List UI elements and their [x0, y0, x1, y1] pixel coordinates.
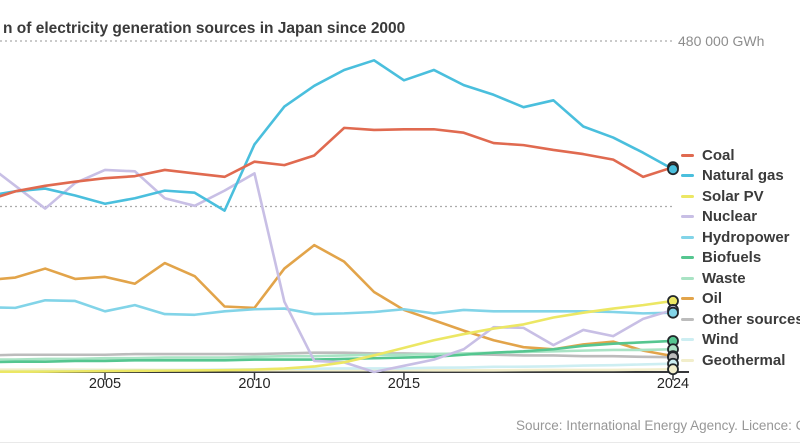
- legend-label-geothermal: Geothermal: [702, 351, 786, 369]
- legend-item-natural-gas[interactable]: Natural gas: [681, 166, 800, 187]
- x-tick-label-2015: 2015: [387, 376, 421, 392]
- legend-swatch-coal: [681, 153, 694, 157]
- series-endpoint-natural-gas: [667, 163, 679, 176]
- series-line-waste: [0, 347, 675, 361]
- legend-item-oil[interactable]: Oil: [681, 289, 800, 310]
- series-endpoint-geothermal: [667, 363, 679, 376]
- legend-item-biofuels[interactable]: Biofuels: [681, 248, 800, 269]
- legend-swatch-hydropower: [681, 235, 694, 239]
- legend-item-other-sources[interactable]: Other sources: [681, 309, 800, 330]
- series-line-other-sources: [0, 351, 675, 359]
- legend-label-wind: Wind: [702, 331, 739, 349]
- legend-item-nuclear[interactable]: Nuclear: [681, 207, 800, 228]
- legend-item-geothermal[interactable]: Geothermal: [681, 350, 800, 371]
- legend-swatch-wind: [681, 338, 694, 342]
- legend-item-coal[interactable]: Coal: [681, 145, 800, 166]
- series-line-coal: [0, 126, 675, 198]
- legend-label-hydropower: Hydropower: [702, 228, 790, 246]
- legend-item-waste[interactable]: Waste: [681, 268, 800, 289]
- legend-swatch-nuclear: [681, 215, 694, 219]
- chart-title: n of electricity generation sources in J…: [3, 20, 406, 37]
- legend-label-other-sources: Other sources: [702, 310, 800, 328]
- series-line-oil: [0, 243, 675, 358]
- legend-label-coal: Coal: [702, 146, 735, 164]
- series-line-hydropower: [0, 298, 675, 317]
- legend-swatch-natural-gas: [681, 174, 694, 178]
- legend-label-oil: Oil: [702, 290, 723, 308]
- x-tick-label-2010: 2010: [238, 376, 271, 392]
- legend-label-natural-gas: Natural gas: [702, 167, 784, 185]
- y-gridline-label: 480 000 GWh: [678, 33, 765, 49]
- legend-item-wind[interactable]: Wind: [681, 330, 800, 351]
- x-tick-label-2024: 2024: [656, 376, 690, 392]
- legend-swatch-biofuels: [681, 256, 694, 260]
- legend-swatch-other-sources: [681, 317, 694, 321]
- series-line-solar-pv: [0, 299, 675, 373]
- legend-swatch-geothermal: [681, 358, 694, 362]
- x-tick-label-2005: 2005: [88, 376, 122, 392]
- source-attribution: Source: International Energy Agency. Lic…: [516, 418, 800, 433]
- legend-swatch-oil: [681, 297, 694, 301]
- legend-label-waste: Waste: [702, 269, 746, 287]
- series-line-nuclear: [0, 168, 675, 374]
- bottom-divider: [0, 442, 800, 443]
- legend-swatch-solar-pv: [681, 194, 694, 198]
- legend-swatch-waste: [681, 276, 694, 280]
- legend: Coal Natural gas Solar PV Nuclear Hydropower…: [681, 145, 800, 371]
- legend-item-solar-pv[interactable]: Solar PV: [681, 186, 800, 207]
- legend-label-nuclear: Nuclear: [702, 208, 758, 226]
- series-endpoint-hydropower: [667, 306, 679, 319]
- legend-label-solar-pv: Solar PV: [702, 187, 764, 205]
- legend-item-hydropower[interactable]: Hydropower: [681, 227, 800, 248]
- legend-label-biofuels: Biofuels: [702, 249, 762, 267]
- series-line-geothermal: [0, 367, 675, 372]
- series-line-natural-gas: [0, 59, 675, 212]
